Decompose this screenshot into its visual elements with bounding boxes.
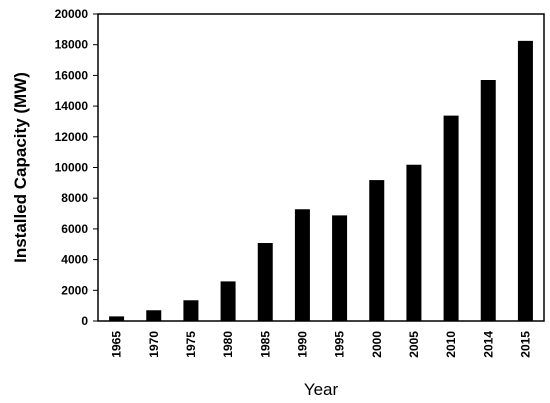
- bars-group: [109, 40, 533, 322]
- bar-1985: [257, 243, 273, 321]
- bar-1965: [109, 316, 125, 321]
- y-tick-label: 0: [81, 314, 88, 328]
- x-tick-label-2014: 2014: [481, 331, 495, 358]
- bar-1995: [332, 215, 348, 321]
- plot-area-frame: [97, 13, 545, 322]
- x-tick-label-1975: 1975: [184, 331, 198, 358]
- bar-2005: [406, 164, 422, 321]
- y-tick-label: 14000: [55, 99, 89, 113]
- x-axis-ticks: 1965 1970 1975 1980 1985 1990 1995 2000 2005 2010…: [110, 331, 533, 358]
- bar-1980: [220, 281, 236, 321]
- x-tick-label-1970: 1970: [147, 331, 161, 358]
- x-axis-title: Year: [304, 380, 339, 399]
- y-axis-ticks: 0 2000 4000 6000 8000 10000 12000 14000 16000 180…: [55, 7, 98, 328]
- bar-2010: [443, 115, 459, 321]
- y-tick-label: 4000: [61, 253, 88, 267]
- bar-1990: [294, 209, 310, 321]
- x-tick-label-2005: 2005: [407, 331, 421, 358]
- bar-2015: [517, 40, 533, 322]
- x-tick-label-1995: 1995: [333, 331, 347, 358]
- y-tick-label: 16000: [55, 68, 89, 82]
- y-tick-label: 10000: [55, 161, 89, 175]
- x-tick-label-1990: 1990: [295, 331, 309, 358]
- y-tick-label: 8000: [61, 191, 88, 205]
- y-tick-label: 20000: [55, 7, 89, 21]
- y-tick-label: 6000: [61, 222, 88, 236]
- bar-2014: [480, 80, 496, 321]
- y-tick-label: 18000: [55, 38, 89, 52]
- x-tick-label-1980: 1980: [221, 331, 235, 358]
- x-tick-label-1985: 1985: [258, 331, 272, 358]
- x-tick-label-2000: 2000: [370, 331, 384, 358]
- y-tick-label: 2000: [61, 283, 88, 297]
- x-tick-label-2010: 2010: [444, 331, 458, 358]
- bar-1975: [183, 300, 199, 321]
- bar-1970: [146, 310, 162, 321]
- y-tick-label: 12000: [55, 130, 89, 144]
- bar-2000: [369, 180, 385, 321]
- x-tick-label-2015: 2015: [518, 331, 532, 358]
- y-axis-title: Installed Capacity (MW): [11, 72, 30, 263]
- x-tick-label-1965: 1965: [110, 331, 124, 358]
